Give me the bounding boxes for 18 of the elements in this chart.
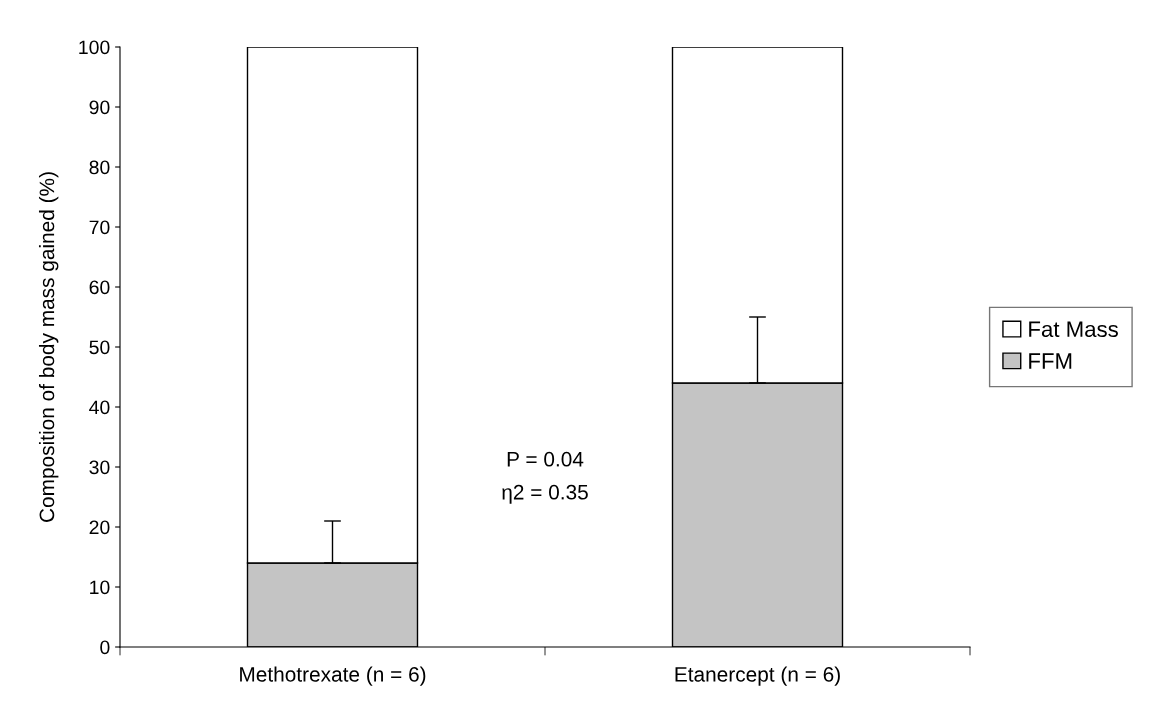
x-tick-label: Etanercept (n = 6) (675, 666, 840, 686)
y-tick-label: 30 (89, 460, 110, 475)
legend-label: Fat Mass (1029, 321, 1118, 338)
y-tick-label: 0 (100, 640, 110, 655)
y-tick-label: 40 (89, 400, 110, 415)
y-tick-label: 90 (89, 100, 110, 115)
y-tick-label: 50 (89, 340, 110, 355)
x-tick-label: Methotrexate (n = 6) (240, 666, 426, 686)
y-tick-label: 20 (89, 520, 110, 535)
y-axis-title: Composition of body mass gained (%) (38, 172, 59, 522)
y-tick-label: 100 (79, 40, 110, 55)
y-tick-label: 80 (89, 160, 110, 175)
y-tick-label: 60 (89, 280, 110, 295)
legend-label: FFM (1029, 353, 1072, 369)
annotation: η2 = 0.35 (502, 484, 588, 504)
annotation: P = 0.04 (507, 451, 584, 467)
y-tick-label: 70 (89, 220, 110, 235)
y-tick-label: 10 (90, 580, 110, 595)
